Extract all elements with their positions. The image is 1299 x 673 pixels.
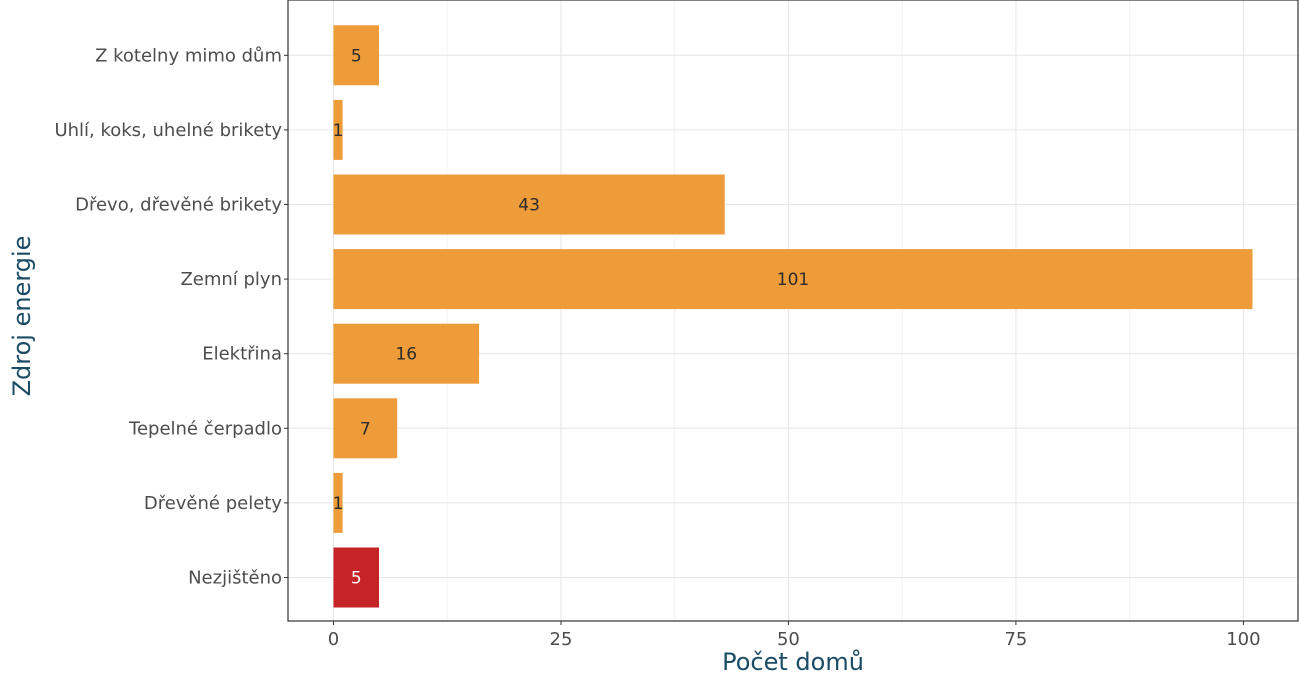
x-tick-label: 75	[1004, 629, 1027, 650]
bar-value-label: 5	[351, 569, 362, 589]
y-tick-label: Nezjištěno	[188, 568, 282, 589]
panel-background	[288, 0, 1298, 621]
x-tick-label: 0	[328, 629, 339, 650]
bars	[333, 25, 1253, 608]
panel-border	[287, 0, 1299, 622]
bar	[333, 99, 343, 160]
y-axis-ticks: Z kotelny mimo dům Uhlí, koks, uhelné bri…	[54, 45, 288, 589]
bar-value-label: 7	[360, 419, 371, 439]
bar	[333, 323, 480, 384]
bar	[333, 398, 398, 459]
bar-value-label: 1	[333, 494, 344, 514]
bar-value-label: 1	[333, 121, 344, 141]
bar-value-label: 16	[395, 345, 417, 365]
y-tick-label: Uhlí, koks, uhelné brikety	[54, 120, 282, 141]
bar	[333, 472, 343, 533]
y-tick-label: Elektřina	[202, 344, 282, 365]
bar	[333, 547, 379, 608]
x-tick-label: 50	[777, 629, 800, 650]
y-tick-label: Zemní plyn	[180, 269, 282, 290]
x-tick-label: 25	[550, 629, 573, 650]
bar	[333, 174, 725, 235]
bar	[333, 249, 1253, 310]
y-axis-title: Zdroj energie	[8, 236, 36, 397]
x-axis-title: Počet domů	[722, 648, 864, 673]
bar-value-label: 5	[351, 46, 362, 66]
bar-value-label: 43	[518, 196, 540, 216]
bar-value-label: 101	[777, 270, 809, 290]
y-tick-label: Tepelné čerpadlo	[128, 418, 282, 439]
y-tick-label: Z kotelny mimo dům	[95, 45, 282, 66]
bar	[333, 25, 379, 86]
y-tick-label: Dřevo, dřevěné brikety	[75, 195, 282, 216]
bar-labels: 5 1 43 101 16 7 1 5	[333, 46, 810, 588]
x-tick-label: 100	[1226, 629, 1260, 650]
x-axis-ticks: 0 25 50 75 100	[328, 621, 1261, 650]
y-tick-label: Dřevěné pelety	[144, 493, 283, 514]
